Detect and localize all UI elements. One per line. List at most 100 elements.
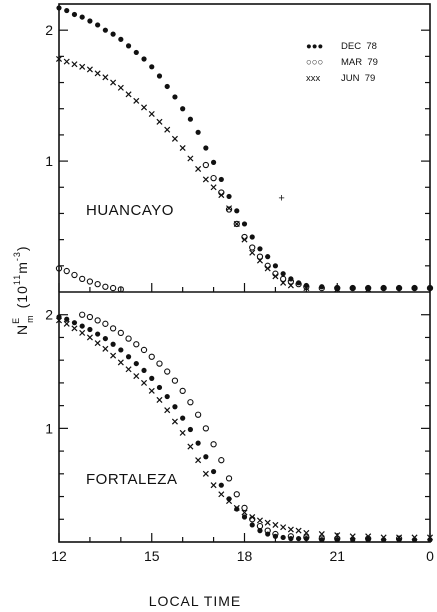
data-point-mar	[102, 283, 109, 290]
data-point-dec	[79, 323, 85, 329]
data-point-dec	[64, 316, 70, 322]
data-point-dec	[118, 36, 124, 42]
legend-symbol-dec: ●●●	[306, 41, 323, 52]
data-point-dec	[203, 454, 209, 460]
data-point-jun	[148, 387, 155, 394]
data-point-dec	[365, 285, 371, 291]
y-tick-label: 2	[45, 307, 53, 323]
data-point-jun	[133, 97, 140, 104]
data-point-dec	[187, 116, 193, 122]
svg-text:NEm(1011m-3): NE m(1011m-3)	[11, 245, 35, 335]
data-point-jun	[140, 104, 148, 111]
data-point-jun	[210, 482, 217, 489]
data-point-mar	[109, 284, 117, 292]
data-point-mar	[125, 335, 132, 342]
data-point-dec	[172, 404, 178, 410]
data-point-mar	[102, 320, 109, 327]
data-point-jun	[256, 517, 263, 524]
data-point-mar	[218, 457, 225, 464]
data-point-dec	[218, 176, 224, 183]
y-axis-title: NE m(1011m-3)	[11, 245, 35, 335]
data-point-jun	[226, 205, 233, 212]
data-point-mar	[148, 353, 155, 360]
data-point-dec	[296, 535, 302, 542]
data-point-mar	[164, 368, 171, 375]
data-point-dec	[102, 27, 108, 33]
data-point-jun	[210, 184, 217, 191]
data-point-dec	[272, 263, 279, 269]
data-point-dec	[71, 320, 78, 326]
data-point-dec	[110, 31, 116, 37]
data-point-mar	[133, 341, 140, 348]
y-axis-units-exp2: -3	[12, 251, 22, 261]
data-point-mar	[117, 329, 124, 337]
data-point-jun	[148, 110, 155, 117]
data-point-mar	[241, 504, 248, 512]
data-point-dec	[241, 514, 248, 520]
data-point-dec	[350, 285, 356, 291]
data-point-dec	[110, 341, 116, 347]
data-point-mar	[225, 475, 233, 482]
data-point-mar	[318, 284, 325, 292]
y-tick-label: 1	[45, 420, 53, 436]
data-point-mar	[411, 284, 418, 292]
data-point-dec	[118, 347, 124, 353]
data-point-jun	[55, 317, 63, 324]
data-point-jun	[241, 236, 248, 243]
data-point-jun	[396, 534, 403, 541]
data-point-mar	[349, 284, 356, 292]
x-tick-label: 15	[144, 548, 160, 564]
data-point-dec	[257, 528, 263, 534]
data-point-jun	[303, 285, 310, 292]
data-point-jun	[264, 265, 271, 272]
x-tick-label: 0	[426, 548, 434, 564]
data-point-mar	[233, 220, 240, 228]
data-point-mar	[334, 284, 341, 292]
data-point-dec	[411, 285, 418, 291]
data-point-jun	[411, 534, 418, 541]
data-point-mar	[272, 530, 279, 538]
data-point-dec	[195, 129, 201, 135]
data-point-dec	[149, 64, 155, 70]
data-point-jun	[195, 165, 202, 172]
data-point-dec	[396, 285, 402, 291]
y-axis-superscript: E	[11, 317, 21, 324]
data-point-dec	[334, 285, 340, 291]
data-point-dec	[164, 393, 170, 400]
data-point-mar	[295, 280, 302, 288]
data-point-dec	[71, 11, 78, 18]
data-point-jun	[94, 340, 101, 347]
data-point-mar	[109, 325, 117, 332]
data-point-dec	[203, 145, 209, 151]
data-point-dec	[141, 367, 147, 374]
data-point-jun	[140, 379, 148, 386]
data-point-mar	[179, 387, 186, 395]
data-point-mar	[279, 275, 287, 283]
data-point-dec	[180, 106, 186, 112]
data-point-jun	[272, 273, 279, 280]
data-point-jun	[202, 470, 209, 477]
data-point-jun	[187, 443, 194, 450]
data-point-mar	[210, 174, 217, 182]
data-point-mar	[256, 253, 264, 260]
data-point-dec	[156, 73, 163, 79]
y-axis-units-tail: m	[14, 261, 30, 274]
data-point-mar	[63, 267, 70, 275]
data-point-dec	[149, 375, 155, 381]
data-point-mar	[264, 527, 271, 534]
y-axis-units-exp: 11	[12, 274, 22, 285]
data-point-jun	[55, 55, 63, 63]
data-point-mar	[303, 534, 310, 541]
data-point-dec	[87, 18, 93, 24]
y-axis-units-close: )	[14, 245, 30, 251]
data-point-jun	[280, 524, 287, 531]
annotation-mark: +	[278, 193, 284, 205]
data-point-jun	[79, 329, 86, 336]
legend-symbol-mar: ○○○	[306, 57, 323, 68]
data-point-mar	[395, 535, 403, 542]
data-point-jun	[280, 279, 287, 286]
data-point-dec	[180, 415, 186, 421]
data-point-jun	[218, 192, 225, 199]
x-tick-label: 12	[51, 548, 67, 564]
